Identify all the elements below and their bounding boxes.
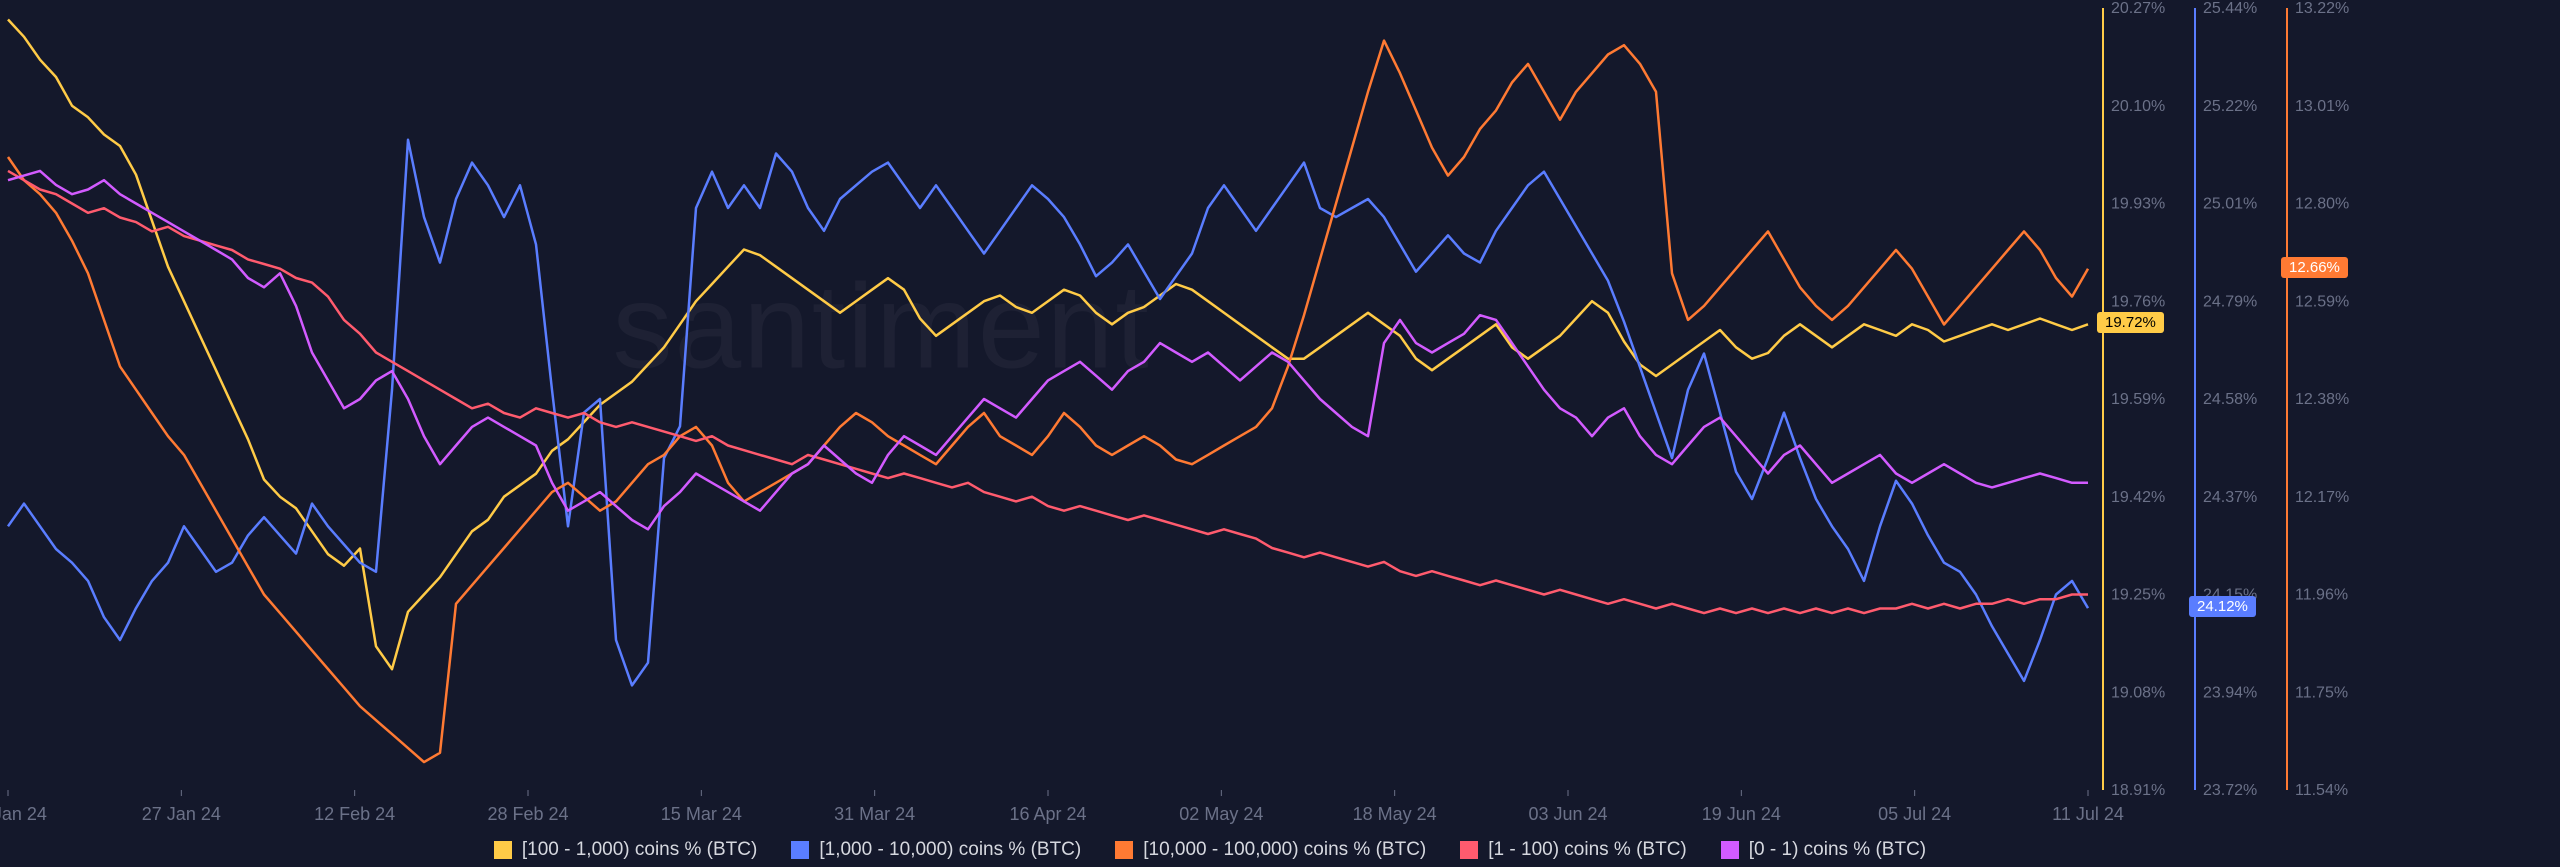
y-axis-label: 23.94% — [2203, 684, 2257, 701]
y-axis-label: 19.25% — [2111, 587, 2165, 604]
legend-swatch — [1460, 841, 1478, 859]
x-axis-label: 16 Apr 24 — [1009, 804, 1086, 824]
x-axis-label: 19 Jun 24 — [1702, 804, 1781, 824]
x-axis-label: 28 Feb 24 — [487, 804, 568, 824]
x-axis-label: 12 Feb 24 — [314, 804, 395, 824]
chart-svg[interactable]: santiment 11 Jan 24 27 Jan 24 12 Feb 24 28 F… — [0, 0, 2560, 867]
watermark: santiment — [612, 260, 1150, 394]
legend-label: [100 - 1,000) coins % (BTC) — [522, 839, 757, 861]
y-axis-label: 19.59% — [2111, 391, 2165, 408]
x-axis-label: 11 Jul 24 — [2052, 804, 2124, 824]
y-axis-label: 19.08% — [2111, 684, 2165, 701]
y-axis-label: 23.72% — [2203, 782, 2257, 799]
legend-label: [10,000 - 100,000) coins % (BTC) — [1143, 839, 1426, 861]
legend-item[interactable]: [1 - 100) coins % (BTC) — [1460, 839, 1687, 861]
legend-label: [1,000 - 10,000) coins % (BTC) — [819, 839, 1081, 861]
value-badge: 19.72% — [2097, 312, 2164, 333]
y-axis-label: 11.75% — [2295, 684, 2348, 701]
value-badge: 12.66% — [2281, 257, 2348, 278]
y-axis-label: 20.10% — [2111, 98, 2165, 115]
y-axis-label: 24.79% — [2203, 293, 2257, 310]
legend-swatch — [1115, 841, 1133, 859]
y-axis-label: 12.80% — [2295, 196, 2349, 213]
value-badge: 24.12% — [2189, 596, 2256, 617]
x-axis-label: 31 Mar 24 — [834, 804, 915, 824]
legend-item[interactable]: [10,000 - 100,000) coins % (BTC) — [1115, 839, 1426, 861]
y-axis-label: 19.76% — [2111, 293, 2165, 310]
y-axis-label: 13.01% — [2295, 98, 2349, 115]
y-axis-label: 19.42% — [2111, 489, 2165, 506]
legend-label: [0 - 1) coins % (BTC) — [1749, 839, 1926, 861]
y-axis-label: 25.01% — [2203, 196, 2257, 213]
legend-item[interactable]: [100 - 1,000) coins % (BTC) — [494, 839, 757, 861]
legend: [100 - 1,000) coins % (BTC) [1,000 - 10,0… — [0, 839, 2420, 861]
legend-item[interactable]: [0 - 1) coins % (BTC) — [1721, 839, 1926, 861]
x-axis-label: 15 Mar 24 — [661, 804, 742, 824]
y-axis-label: 19.93% — [2111, 196, 2165, 213]
y-axis-label: 24.37% — [2203, 489, 2257, 506]
y-axis-label: 24.58% — [2203, 391, 2257, 408]
legend-label: [1 - 100) coins % (BTC) — [1488, 839, 1687, 861]
legend-swatch — [1721, 841, 1739, 859]
x-axis-label: 27 Jan 24 — [142, 804, 221, 824]
legend-swatch — [494, 841, 512, 859]
y-axis-label: 13.22% — [2295, 0, 2349, 17]
x-axis-label: 02 May 24 — [1179, 804, 1263, 824]
y-axis-label: 12.38% — [2295, 391, 2349, 408]
x-axis-label: 05 Jul 24 — [1878, 804, 1951, 824]
chart-container: santiment 11 Jan 24 27 Jan 24 12 Feb 24 28 F… — [0, 0, 2560, 867]
y-axis-label: 11.96% — [2295, 587, 2348, 604]
y-axis-label: 18.91% — [2111, 782, 2165, 799]
y-axis-label: 20.27% — [2111, 0, 2165, 17]
x-axis-label: 18 May 24 — [1353, 804, 1437, 824]
y-axis-label: 11.54% — [2295, 782, 2348, 799]
legend-swatch — [791, 841, 809, 859]
y-axis-label: 25.22% — [2203, 98, 2257, 115]
y-axis-label: 12.59% — [2295, 293, 2349, 310]
legend-item[interactable]: [1,000 - 10,000) coins % (BTC) — [791, 839, 1081, 861]
x-axis-label: 11 Jan 24 — [0, 804, 47, 824]
series-series2 — [8, 140, 2088, 686]
x-axis-label: 03 Jun 24 — [1528, 804, 1607, 824]
y-axis-label: 12.17% — [2295, 489, 2349, 506]
y-axis-label: 25.44% — [2203, 0, 2257, 17]
series-series3 — [8, 41, 2088, 763]
